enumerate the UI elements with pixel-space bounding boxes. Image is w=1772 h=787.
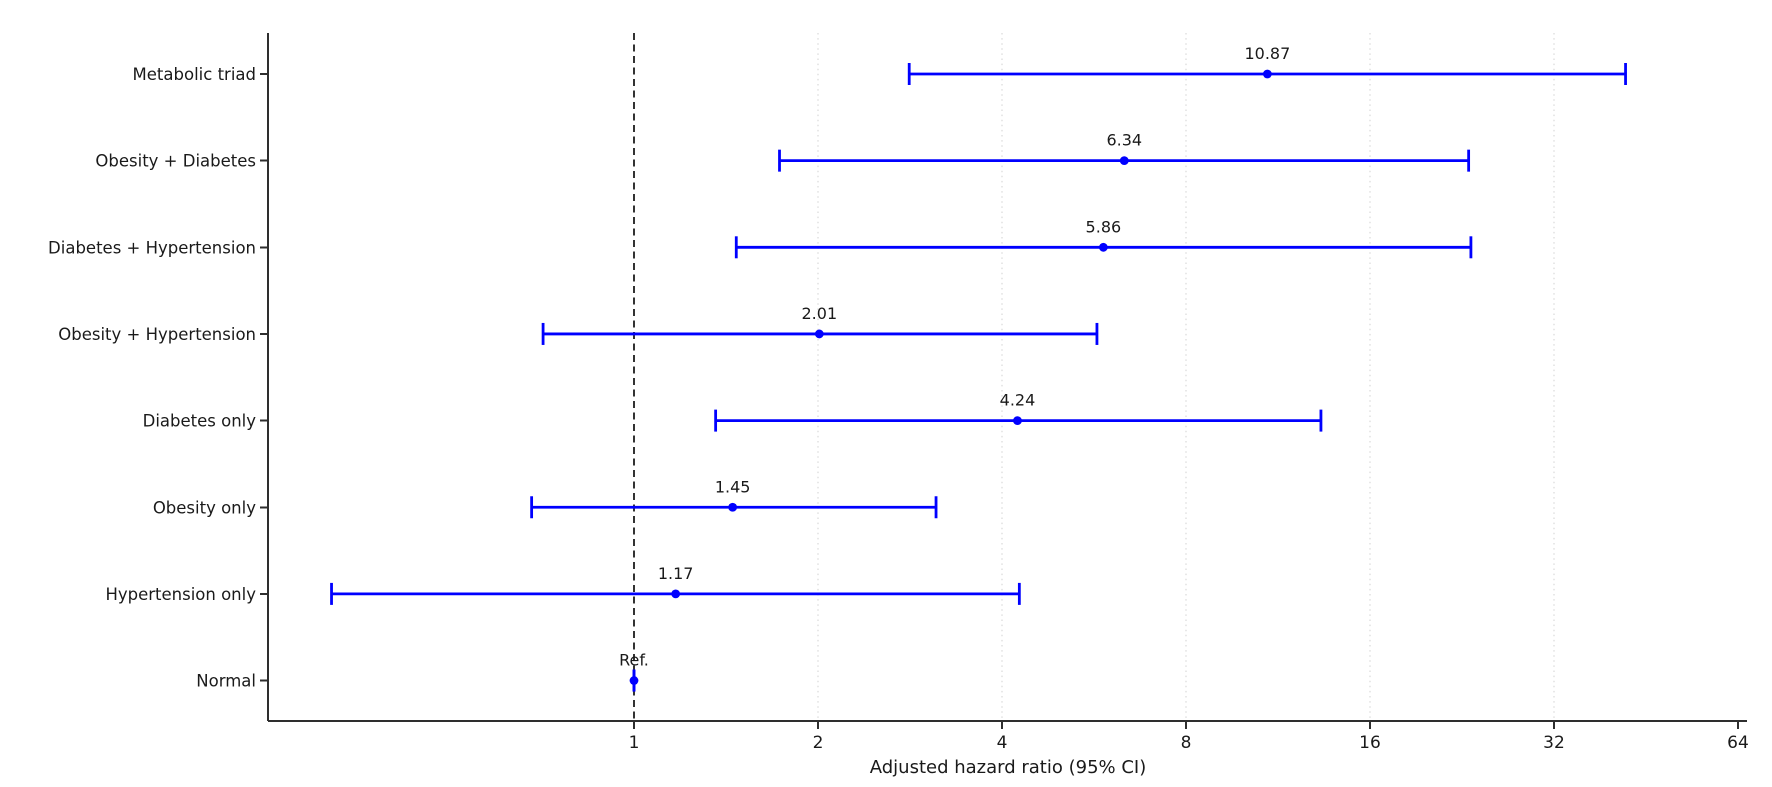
x-tick-label: 32 bbox=[1543, 733, 1565, 753]
x-axis-title: Adjusted hazard ratio (95% CI) bbox=[870, 757, 1147, 778]
y-axis-label: Obesity + Diabetes bbox=[95, 152, 256, 171]
x-tick-label: 16 bbox=[1359, 733, 1381, 753]
x-tick-label: 64 bbox=[1727, 733, 1749, 753]
point-marker bbox=[728, 502, 738, 512]
value-label: 6.34 bbox=[1106, 131, 1142, 150]
point-marker bbox=[671, 589, 681, 599]
point-marker bbox=[814, 329, 824, 339]
y-axis-label: Normal bbox=[196, 672, 256, 691]
point-marker bbox=[1262, 69, 1272, 79]
y-axis-label: Obesity only bbox=[153, 498, 256, 517]
value-label: 10.87 bbox=[1244, 44, 1290, 63]
grid-layer bbox=[817, 33, 1555, 721]
point-marker bbox=[1013, 416, 1022, 425]
x-tick-label: 4 bbox=[997, 733, 1008, 753]
y-axis-label: Hypertension only bbox=[105, 585, 256, 604]
x-tick-label: 2 bbox=[813, 733, 824, 753]
value-label: 2.01 bbox=[802, 304, 838, 323]
y-axis-label: Obesity + Hypertension bbox=[58, 325, 256, 344]
y-axis-label: Diabetes only bbox=[143, 412, 257, 431]
point-marker bbox=[1119, 156, 1129, 166]
point-marker bbox=[1098, 242, 1108, 252]
x-tick-label: 8 bbox=[1181, 733, 1192, 753]
y-axis-label: Diabetes + Hypertension bbox=[48, 238, 256, 257]
value-label: 4.24 bbox=[1000, 391, 1036, 410]
y-axis-label: Metabolic triad bbox=[133, 65, 256, 84]
value-label: 5.86 bbox=[1086, 217, 1122, 236]
labels-layer: 1 2 4 8 16 32 64 Metabolic triad 10.87 Obesity + … bbox=[48, 44, 1749, 753]
point-marker bbox=[629, 676, 639, 685]
x-tick-label: 1 bbox=[629, 733, 640, 753]
value-label: 1.45 bbox=[715, 477, 751, 496]
error-bar-layer bbox=[330, 63, 1627, 692]
axes-layer bbox=[260, 33, 1747, 729]
value-label: Ref. bbox=[619, 651, 649, 670]
value-label: 1.17 bbox=[658, 564, 694, 583]
